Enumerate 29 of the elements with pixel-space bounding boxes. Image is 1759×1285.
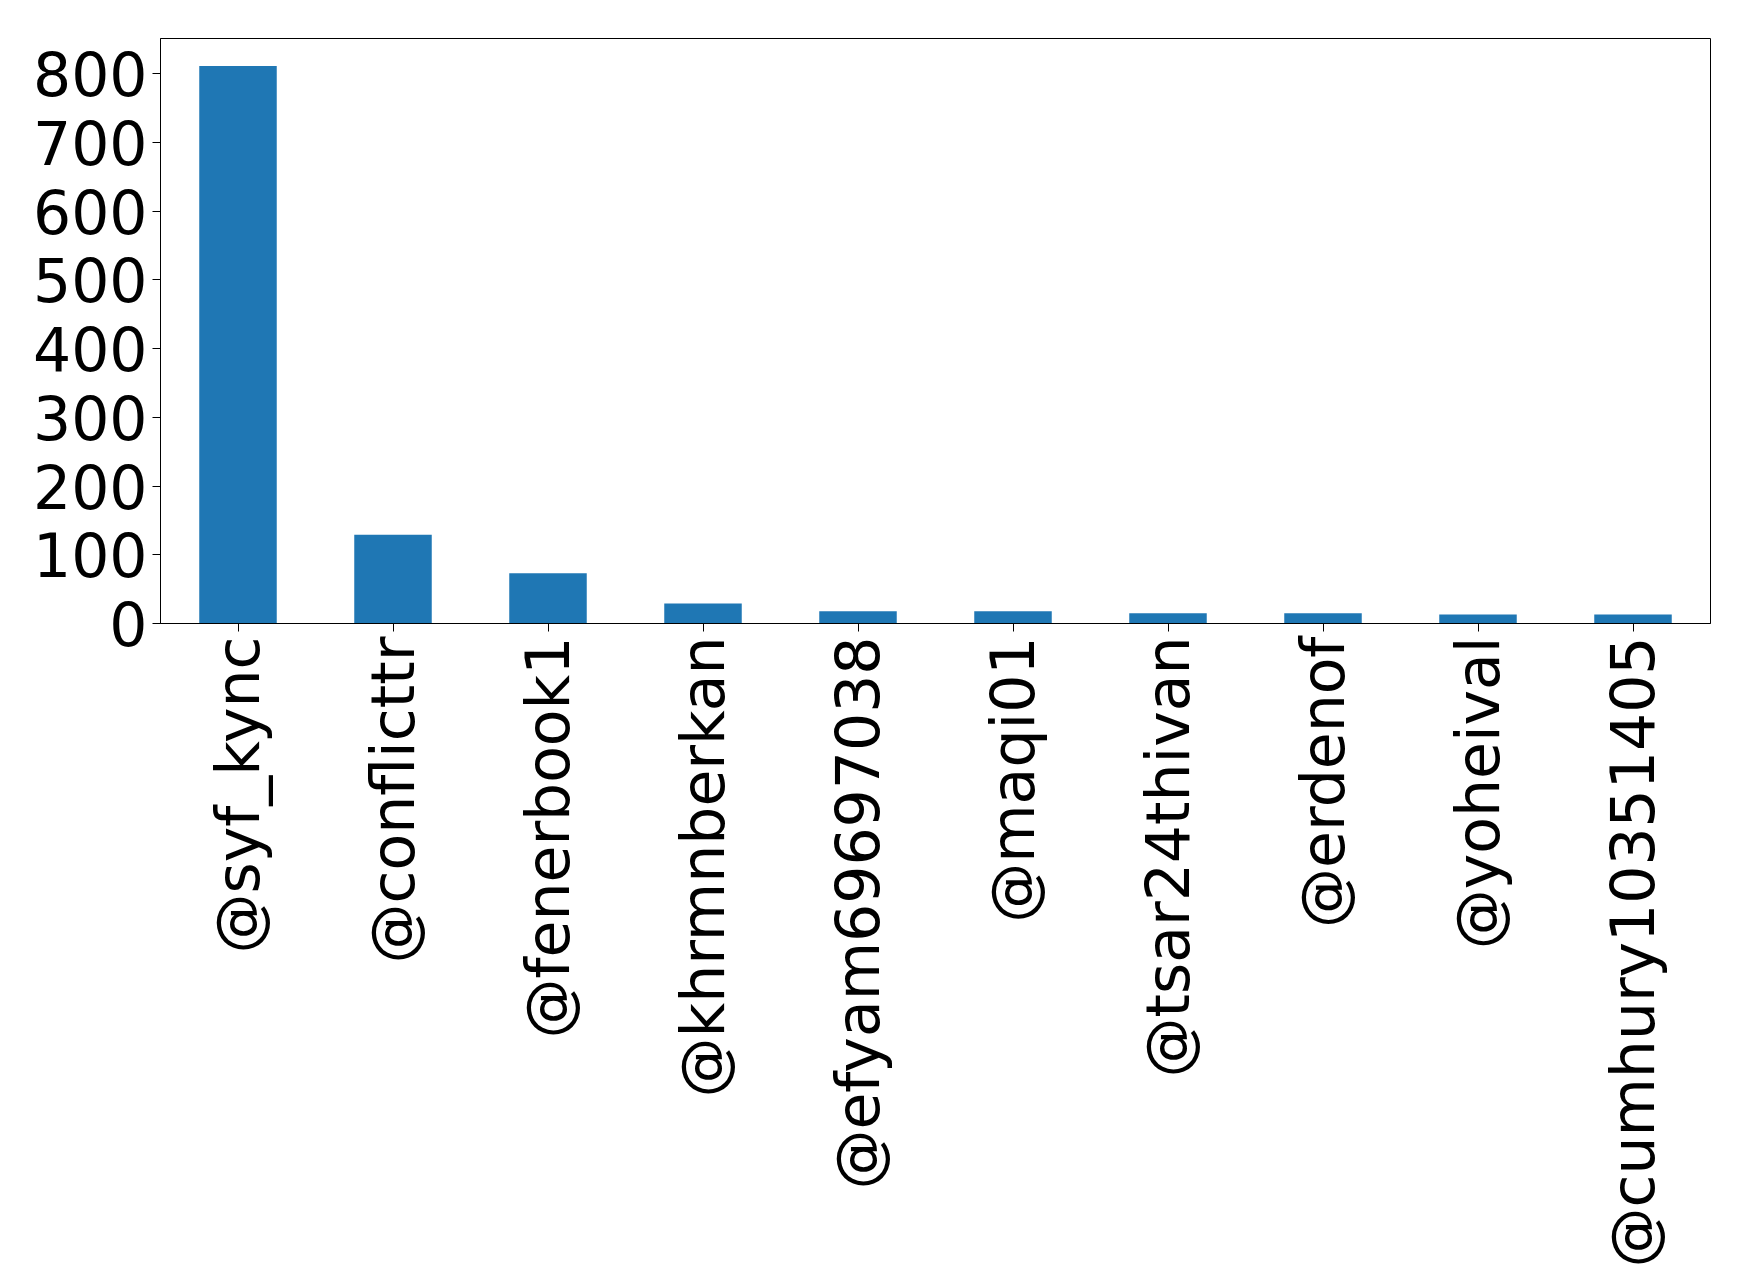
x-tick-label: @yoheival [1443,636,1513,950]
bar [509,573,587,624]
x-tick-label: @syf_kync [203,636,273,954]
x-tick-label: @conflicttr [358,636,428,964]
x-tick-label: @fenerbook1 [513,636,583,1039]
y-tick-label: 300 [32,383,148,454]
x-tick-label: @erdenof [1288,634,1358,928]
y-tick-label: 200 [32,452,148,523]
x-tick-label: @tsar24thivan [1133,636,1203,1078]
bar [199,66,277,624]
bar [664,603,742,624]
bar [819,611,897,624]
y-tick-label: 500 [32,246,148,317]
y-tick-label: 600 [32,177,148,248]
y-tick-label: 0 [109,590,148,660]
bar [1284,613,1362,624]
bar [974,611,1052,624]
bar [354,534,432,624]
bar [1594,614,1672,624]
x-tick-label: @cumhury10351405 [1598,636,1668,1268]
bar [1439,614,1517,624]
x-tick-label: @efyam69697038 [823,636,893,1190]
y-tick-label: 100 [32,521,148,592]
x-tick-label: @maqi01 [978,636,1048,923]
y-tick-label: 400 [32,315,148,386]
y-tick-label: 800 [32,40,148,111]
bar [1129,613,1207,624]
y-tick-label: 700 [32,108,148,179]
x-tick-label: @khrmnberkan [668,636,738,1098]
